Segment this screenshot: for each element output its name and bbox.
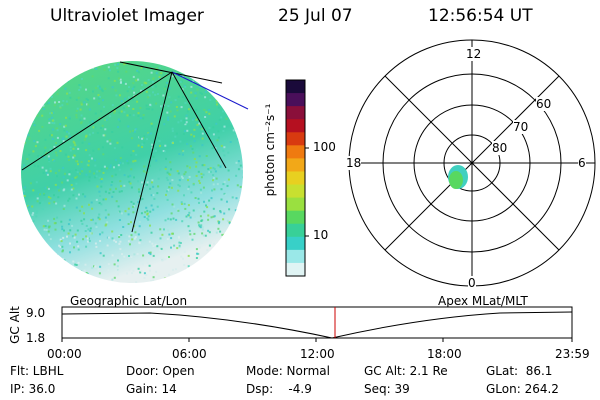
colorbar [285,79,309,277]
alt-tick-1-8: 1.8 [26,331,46,345]
glon-status: GLon: 264.2 [486,382,559,396]
door-status: Door: Open [126,364,195,378]
dsp-status: Dsp: -4.9 [246,382,312,396]
colorbar-tick-10: 10 [313,228,329,242]
mlt-label-6: 6 [578,156,586,170]
mode-status: Mode: Normal [246,364,330,378]
mlat-label-70: 70 [513,120,529,134]
time-tick-1200: 12:00 [300,347,335,361]
mlat-label-80: 80 [492,141,508,155]
filter-status: Flt: LBHL [10,364,64,378]
colorbar-tick-100: 100 [313,140,336,154]
alt-tick-9: 9.0 [26,306,46,320]
mlat-label-60: 60 [536,97,552,111]
time-tick-2359: 23:59 [555,347,590,361]
gc-alt-status: GC Alt: 2.1 Re [364,364,448,378]
ip-status: IP: 36.0 [10,382,56,396]
time-tick-0000: 00:00 [47,347,82,361]
mlt-label-18: 18 [346,156,362,170]
mlt-label-12: 12 [466,47,482,61]
time-tick-1800: 18:00 [427,347,462,361]
time-tick-0600: 06:00 [172,347,207,361]
apex-mlat-mlt-label: Apex MLat/MLT [438,294,528,308]
geographic-lat-lon-label: Geographic Lat/Lon [70,294,188,308]
gain-status: Gain: 14 [126,382,177,396]
lat-lon-grid-lines [21,61,249,233]
time-label: 12:56:54 UT [428,6,533,26]
auroral-blob [448,165,468,189]
mlt-label-0: 0 [468,276,476,290]
altitude-curve [61,311,573,339]
glat-status: GLat: 86.1 [486,364,553,378]
date-label: 25 Jul 07 [278,6,353,26]
seq-status: Seq: 39 [364,382,410,396]
instrument-title: Ultraviolet Imager [50,6,204,26]
